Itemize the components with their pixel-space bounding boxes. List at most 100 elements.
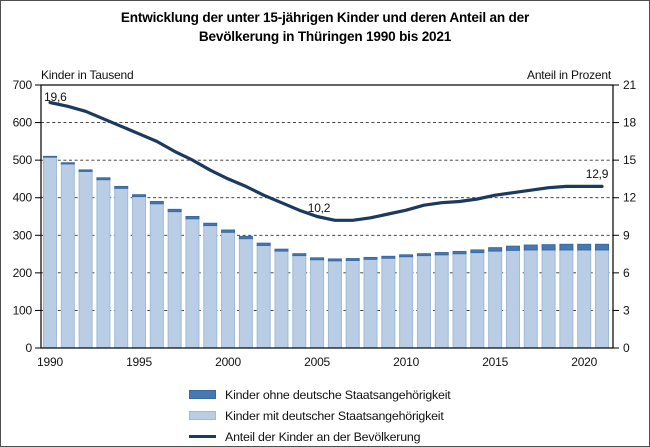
plot-border	[40, 84, 614, 349]
bar-ohne-segment	[274, 248, 289, 252]
bar-mit-segment	[363, 258, 378, 349]
bar-ohne-segment	[43, 155, 57, 158]
bar-ohne-segment	[434, 252, 449, 256]
legend-swatch-dark-bar-icon	[189, 390, 216, 399]
bar-ohne-segment	[505, 245, 520, 251]
left-axis-tick-label: 400	[13, 191, 33, 205]
bar-mit-segment	[327, 260, 342, 349]
right-axis-tick-label: 12	[623, 191, 636, 205]
left-axis-tick-label: 0	[26, 341, 33, 355]
right-axis-tick-label: 15	[623, 153, 636, 167]
bar-mit-segment	[559, 249, 574, 349]
bar-ohne-segment	[523, 244, 538, 251]
bar-ohne-segment	[541, 244, 556, 251]
bar-mit-segment	[577, 249, 592, 349]
legend-label-anteil: Anteil der Kinder an der Bevölkerung	[225, 429, 421, 444]
bar-mit-segment	[541, 249, 556, 349]
legend-swatch-light-bar-icon	[189, 411, 216, 420]
bar-ohne-segment	[416, 253, 431, 257]
bar-ohne-segment	[221, 229, 236, 233]
left-axis-tick-label: 200	[13, 266, 33, 280]
chart-title-line2: Bevölkerung in Thüringen 1990 bis 2021	[198, 29, 452, 44]
bar-mit-segment	[505, 249, 520, 349]
anteil-trend-line	[48, 100, 604, 222]
bar-ohne-segment	[256, 242, 271, 246]
x-axis-tick-label: 1990	[37, 355, 63, 369]
bar-mit-segment	[221, 231, 236, 349]
bar-ohne-segment	[185, 216, 200, 220]
x-axis-tick-label: 2020	[571, 355, 597, 369]
bar-mit-segment	[132, 196, 147, 349]
bar-ohne-segment	[470, 249, 485, 254]
bar-ohne-segment	[149, 200, 164, 205]
left-axis-tick-label: 700	[13, 78, 33, 92]
bar-ohne-segment	[292, 253, 307, 257]
right-axis-tick-label: 21	[623, 78, 636, 92]
bar-ohne-segment	[78, 169, 93, 172]
bar-ohne-segment	[488, 247, 503, 252]
legend-item-anteil: Anteil der Kinder an der Bevölkerung	[189, 426, 451, 446]
bar-ohne-segment	[327, 258, 342, 262]
bar-mit-segment	[60, 163, 75, 349]
bar-mit-segment	[149, 203, 164, 349]
bar-ohne-segment	[203, 222, 218, 227]
bar-mit-segment	[488, 250, 503, 349]
bar-ohne-segment	[399, 254, 414, 258]
bar-ohne-segment	[577, 243, 592, 251]
bar-ohne-segment	[559, 243, 574, 251]
bar-mit-segment	[274, 250, 289, 349]
bar-mit-segment	[203, 225, 218, 349]
x-axis-tick-label: 1995	[126, 355, 152, 369]
bar-mit-segment	[167, 211, 182, 349]
line-value-annotation: 12,9	[586, 167, 609, 181]
bar-mit-segment	[185, 218, 200, 349]
right-axis-caption: Anteil in Prozent	[527, 68, 611, 82]
bar-mit-segment	[256, 244, 271, 349]
bar-mit-segment	[416, 255, 431, 349]
right-axis-tick-label: 9	[623, 228, 630, 242]
bar-mit-segment	[43, 156, 57, 349]
legend-label-mit: Kinder mit deutscher Staatsangehörigkeit	[225, 408, 444, 423]
bar-mit-segment	[310, 259, 325, 349]
x-axis-tick-label: 2000	[215, 355, 241, 369]
bar-ohne-segment	[96, 177, 111, 181]
x-axis-tick-label: 2010	[393, 355, 419, 369]
legend-swatch-line-icon	[189, 434, 216, 439]
bar-ohne-segment	[452, 250, 467, 255]
right-axis-tick-label: 0	[623, 341, 630, 355]
right-axis-tick-label: 18	[623, 116, 636, 130]
bar-ohne-segment	[595, 243, 609, 251]
bar-ohne-segment	[381, 255, 396, 259]
legend: Kinder ohne deutsche Staatsangehörigkeit…	[189, 384, 451, 446]
chart-title: Entwicklung der unter 15-jährigen Kinder…	[1, 8, 649, 46]
line-value-annotation: 19,6	[44, 90, 67, 104]
bar-ohne-segment	[167, 208, 182, 213]
bar-mit-segment	[238, 238, 253, 349]
bar-mit-segment	[470, 252, 485, 349]
bar-mit-segment	[292, 255, 307, 349]
bar-ohne-segment	[310, 257, 325, 261]
bar-mit-segment	[399, 256, 414, 349]
right-axis-tick-label: 3	[623, 303, 630, 317]
bar-mit-segment	[434, 254, 449, 349]
x-axis-tick-label: 2015	[482, 355, 508, 369]
bar-ohne-segment	[238, 235, 253, 240]
left-axis-tick-label: 500	[13, 153, 33, 167]
left-axis-caption: Kinder in Tausend	[41, 68, 134, 82]
bar-ohne-segment	[132, 194, 147, 198]
chart-title-line1: Entwicklung der unter 15-jährigen Kinder…	[120, 10, 530, 25]
bar-mit-segment	[114, 187, 129, 349]
left-axis-tick-label: 300	[13, 228, 33, 242]
bar-ohne-segment	[345, 258, 360, 261]
bar-mit-segment	[381, 257, 396, 349]
bar-ohne-segment	[114, 185, 129, 189]
legend-item-mit: Kinder mit deutscher Staatsangehörigkeit	[189, 405, 451, 426]
bar-mit-segment	[345, 259, 360, 349]
bar-mit-segment	[595, 249, 609, 349]
x-axis-tick-label: 2005	[304, 355, 330, 369]
left-axis-tick-label: 600	[13, 116, 33, 130]
line-value-annotation: 10,2	[308, 201, 331, 215]
left-axis-tick-label: 100	[13, 303, 33, 317]
